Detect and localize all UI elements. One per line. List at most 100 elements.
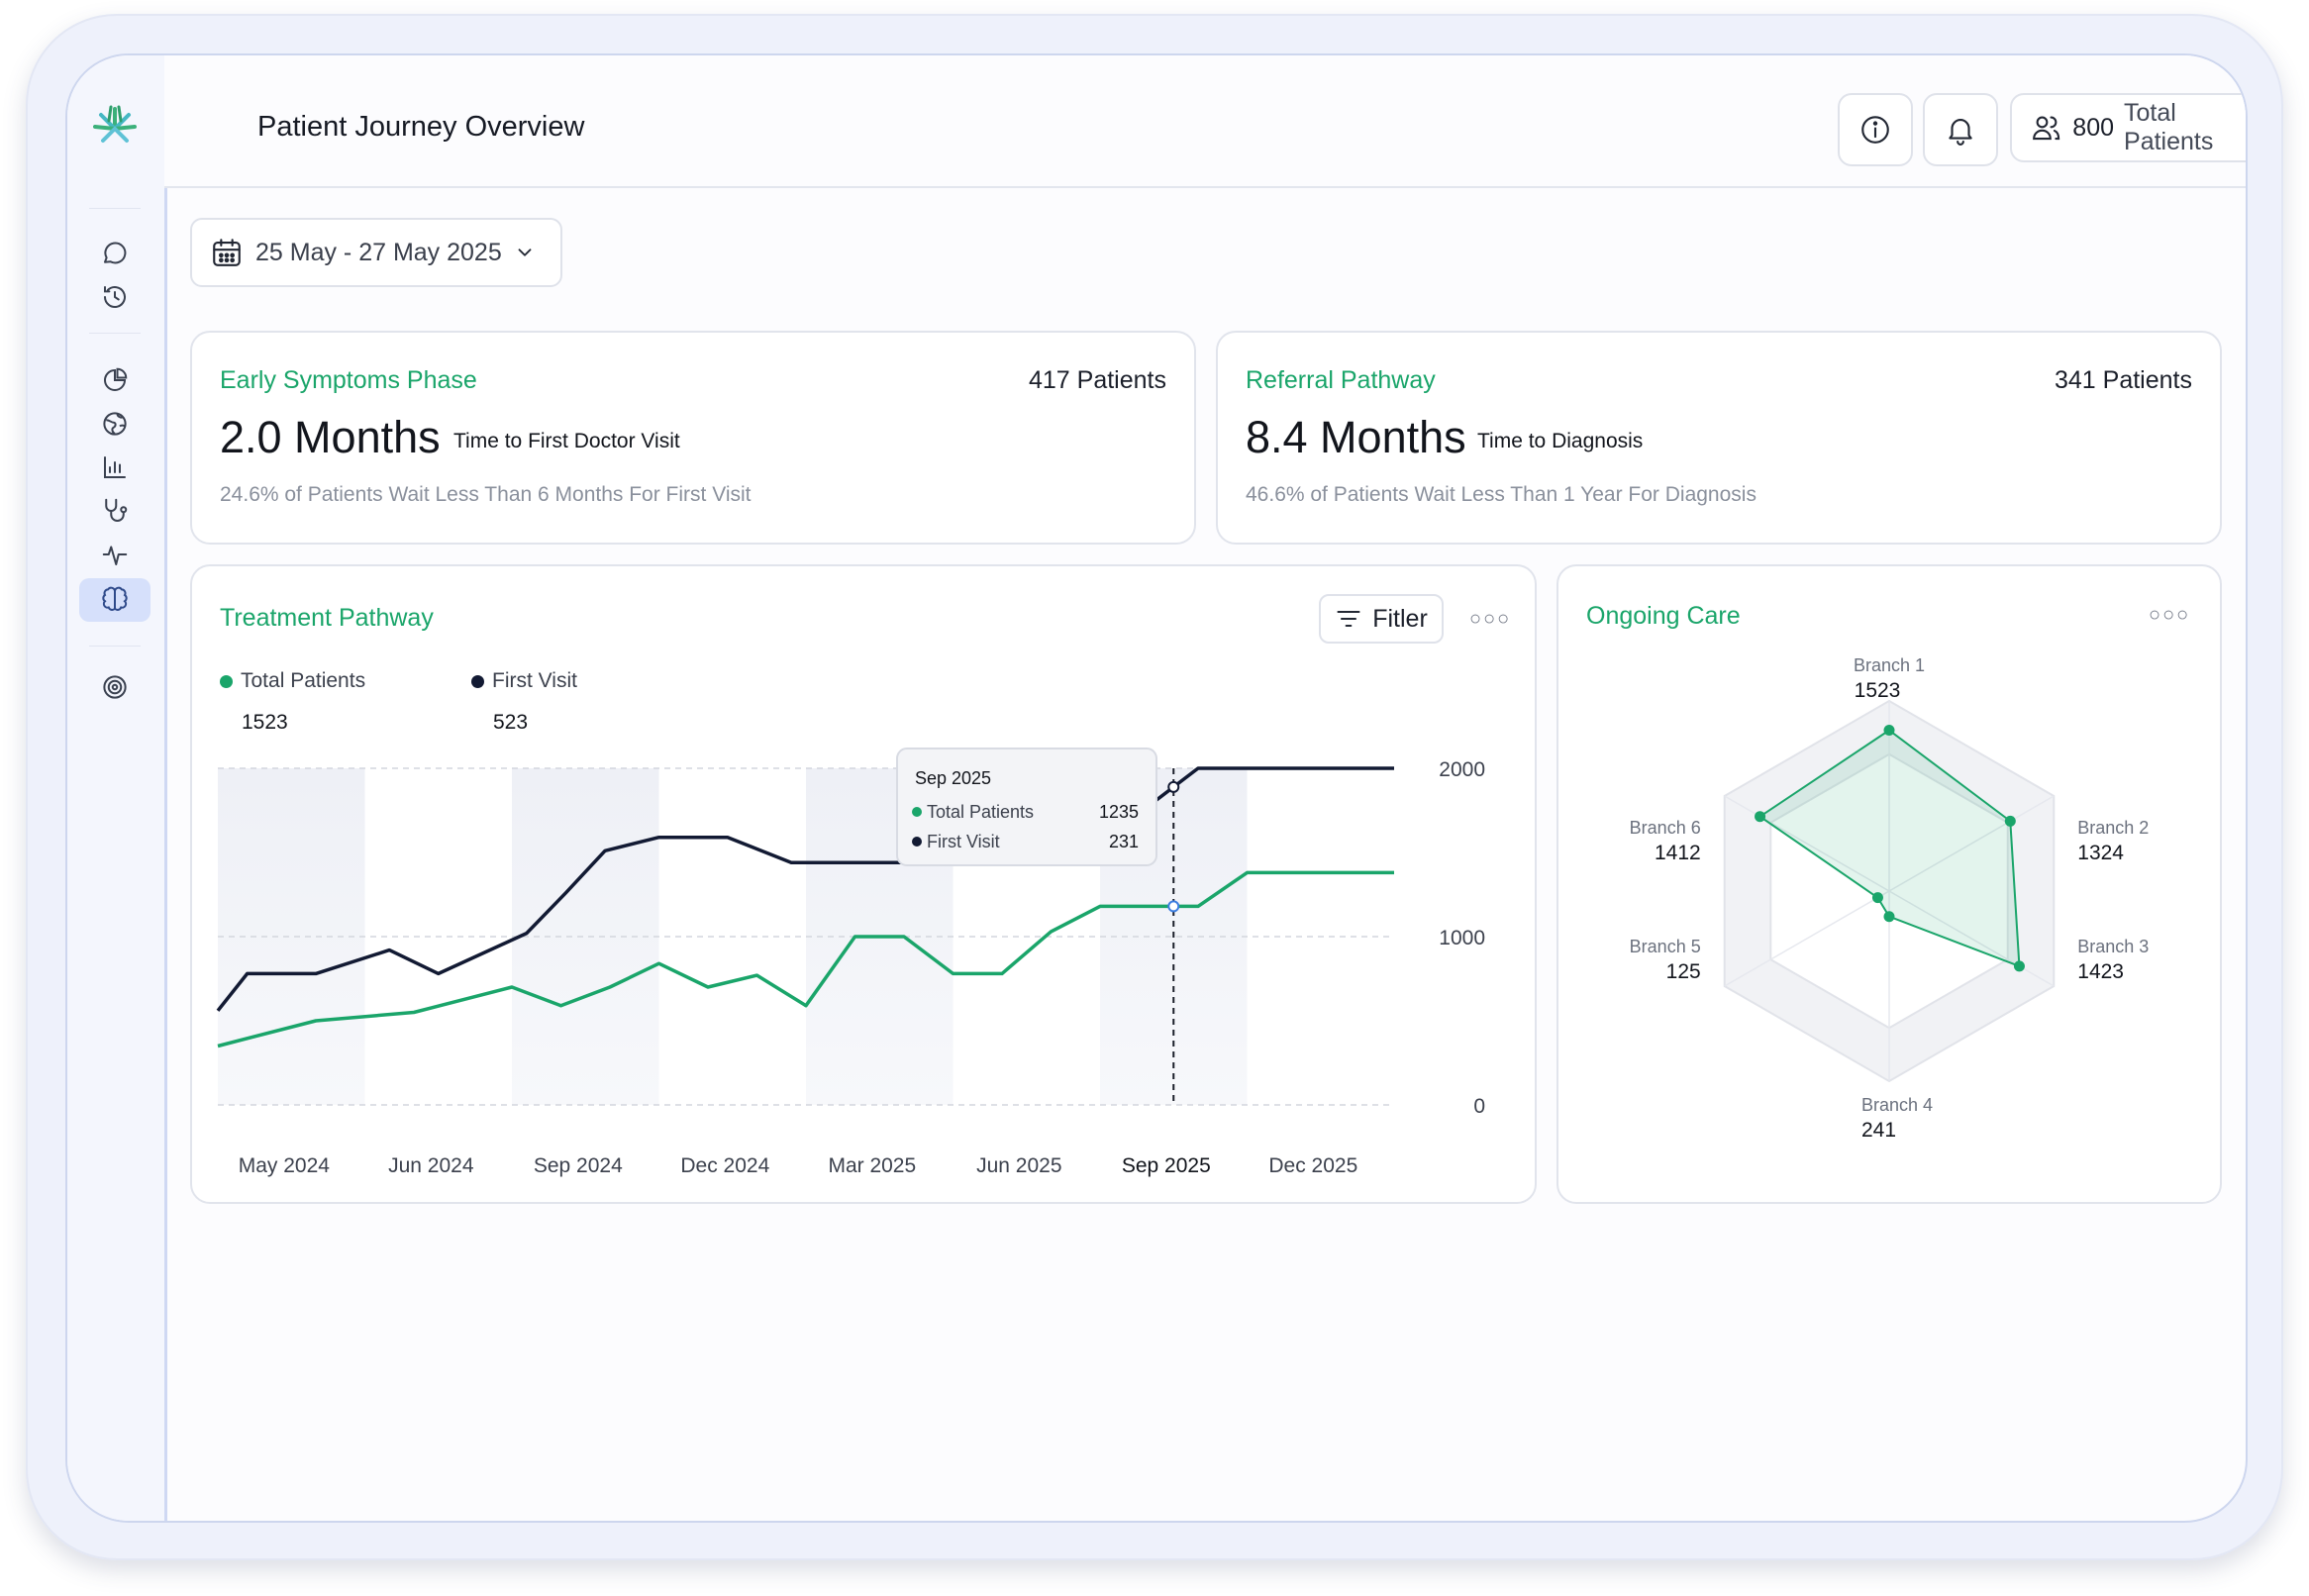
stat-count: 341 Patients	[2055, 366, 2192, 394]
radar-spoke	[1724, 890, 1890, 987]
sidebar-divider	[89, 208, 141, 209]
stat-metric: Time to First Doctor Visit	[453, 430, 680, 452]
radar-spoke	[1724, 795, 1890, 892]
treatment-pathway-panel: Treatment Pathway Fitler ○○○ Total Patie…	[190, 564, 1537, 1204]
legend-label: Total Patients	[241, 669, 366, 692]
more-options-icon[interactable]: ○○○	[2149, 604, 2191, 626]
radar-axis-value: 125	[1666, 960, 1701, 983]
chart-tooltip: Sep 2025 Total Patients 1235 First Visit 231	[896, 748, 1157, 866]
sidebar	[67, 55, 167, 1521]
treatment-line-chart[interactable]: 0 1000 2000 May 2024 Jun 2024 Sep 2024 Dec 202…	[192, 735, 1535, 1200]
series-line	[217, 870, 1394, 1048]
radar-axis-label: Branch 5	[1630, 937, 1701, 956]
tooltip-point-total-patients	[1167, 900, 1180, 913]
radar-axis-label: Branch 1	[1854, 655, 1925, 675]
x-tick-label: Sep 2024	[534, 1154, 623, 1177]
radar-axis-value: 1523	[1855, 679, 1901, 702]
stat-card-early-symptoms: Early Symptoms Phase 417 Patients 2.0 Mo…	[190, 331, 1196, 545]
x-tick-label: Jun 2024	[388, 1154, 474, 1177]
app-window: Patient Journey Overview 800 Total Patie…	[65, 53, 2248, 1523]
legend-dot	[220, 674, 233, 688]
ongoing-care-radar-chart[interactable]: Branch 1 1523 Branch 2 1324 Branch 3 1423 Bran…	[1558, 646, 2220, 1200]
x-tick-label: May 2024	[239, 1154, 331, 1177]
nav-stethoscope-icon[interactable]	[79, 489, 151, 533]
tooltip-series-name: Total Patients	[927, 802, 1034, 822]
sidebar-divider	[89, 333, 141, 334]
radar-point	[1883, 725, 1895, 737]
radar-axis-label: Branch 4	[1861, 1095, 1933, 1115]
app-logo-icon	[93, 105, 137, 143]
tooltip-series-value: 1235	[1099, 802, 1139, 822]
x-tick-label: Dec 2024	[680, 1154, 769, 1177]
tooltip-point-first-visit	[1167, 780, 1180, 793]
nav-bar-chart-icon[interactable]	[79, 446, 151, 489]
ongoing-care-panel: Ongoing Care ○○○ Branch 1 1523 Branch 2 132…	[1556, 564, 2222, 1204]
x-tick-label: Jun 2025	[976, 1154, 1061, 1177]
sidebar-divider	[89, 646, 141, 647]
stat-metric: Time to Diagnosis	[1477, 430, 1644, 452]
tooltip-title: Sep 2025	[915, 768, 991, 788]
radar-point	[1755, 811, 1766, 823]
legend-label: First Visit	[492, 669, 577, 692]
total-patients-count: 800	[2072, 113, 2115, 142]
x-tick-label: Sep 2025	[1122, 1154, 1211, 1177]
tooltip-series-value: 231	[1109, 832, 1139, 851]
info-button[interactable]	[1838, 93, 1913, 166]
total-patients-label: Total Patients	[2124, 99, 2214, 155]
tooltip-series-name: First Visit	[927, 832, 1000, 851]
radar-axis-value: 1412	[1655, 842, 1701, 864]
radar-spoke	[1888, 795, 2055, 892]
radar-axis-value: 241	[1861, 1119, 1896, 1142]
info-icon	[1861, 116, 1889, 144]
radar-point	[1883, 911, 1895, 923]
chevron-down-icon	[518, 249, 532, 256]
radar-axis-value: 1423	[2077, 960, 2124, 983]
radar-axis-label: Branch 3	[2077, 937, 2149, 956]
nav-history-icon[interactable]	[79, 275, 151, 319]
more-options-icon[interactable]: ○○○	[1469, 608, 1512, 630]
stat-count: 417 Patients	[1029, 366, 1166, 394]
series-line	[216, 766, 1394, 1012]
notifications-button[interactable]	[1923, 93, 1998, 166]
radar-axis-value: 1324	[2077, 842, 2124, 864]
tooltip-dot	[912, 837, 922, 847]
nav-target-icon[interactable]	[79, 665, 151, 709]
legend-value: 1523	[242, 711, 288, 734]
total-patients-button[interactable]: 800 Total Patients	[2010, 93, 2246, 162]
nav-pie-chart-icon[interactable]	[79, 358, 151, 402]
bell-icon	[1949, 119, 1972, 146]
panel-title: Treatment Pathway	[220, 604, 434, 632]
users-icon	[2033, 116, 2060, 141]
radar-axis-label: Branch 6	[1630, 818, 1701, 838]
stat-note: 46.6% of Patients Wait Less Than 1 Year …	[1246, 483, 1757, 506]
stat-value: 2.0 Months	[220, 412, 441, 462]
legend-item-first-visit: First Visit	[471, 669, 577, 693]
top-bar: Patient Journey Overview 800 Total Patie…	[164, 55, 2246, 188]
filter-icon	[1337, 610, 1360, 628]
panel-title: Ongoing Care	[1586, 602, 1741, 630]
radar-point	[1871, 892, 1883, 904]
nav-brain-icon[interactable]	[79, 578, 151, 622]
nav-globe-icon[interactable]	[79, 402, 151, 446]
filter-label: Fitler	[1372, 604, 1428, 633]
nav-chat-icon[interactable]	[79, 232, 151, 275]
filter-button[interactable]: Fitler	[1319, 594, 1444, 644]
stat-title: Referral Pathway	[1246, 366, 1436, 394]
calendar-icon	[213, 239, 241, 266]
legend-value: 523	[493, 711, 529, 734]
tooltip-box	[896, 748, 1157, 866]
x-tick-label: Dec 2025	[1268, 1154, 1357, 1177]
x-tick-label: Mar 2025	[828, 1154, 916, 1177]
stat-title: Early Symptoms Phase	[220, 366, 477, 394]
radar-spoke	[1888, 890, 2055, 987]
nav-activity-icon[interactable]	[79, 533, 151, 576]
page-title: Patient Journey Overview	[257, 111, 585, 143]
legend-item-total-patients: Total Patients	[220, 669, 365, 693]
date-range-picker[interactable]: 25 May - 27 May 2025	[190, 218, 562, 287]
tooltip-dot	[912, 807, 922, 817]
radar-point	[2013, 960, 2025, 972]
stat-note: 24.6% of Patients Wait Less Than 6 Month…	[220, 483, 752, 506]
date-range-label: 25 May - 27 May 2025	[255, 238, 502, 266]
radar-axis-label: Branch 2	[2077, 818, 2149, 838]
y-tick-label: 2000	[1439, 758, 1485, 781]
